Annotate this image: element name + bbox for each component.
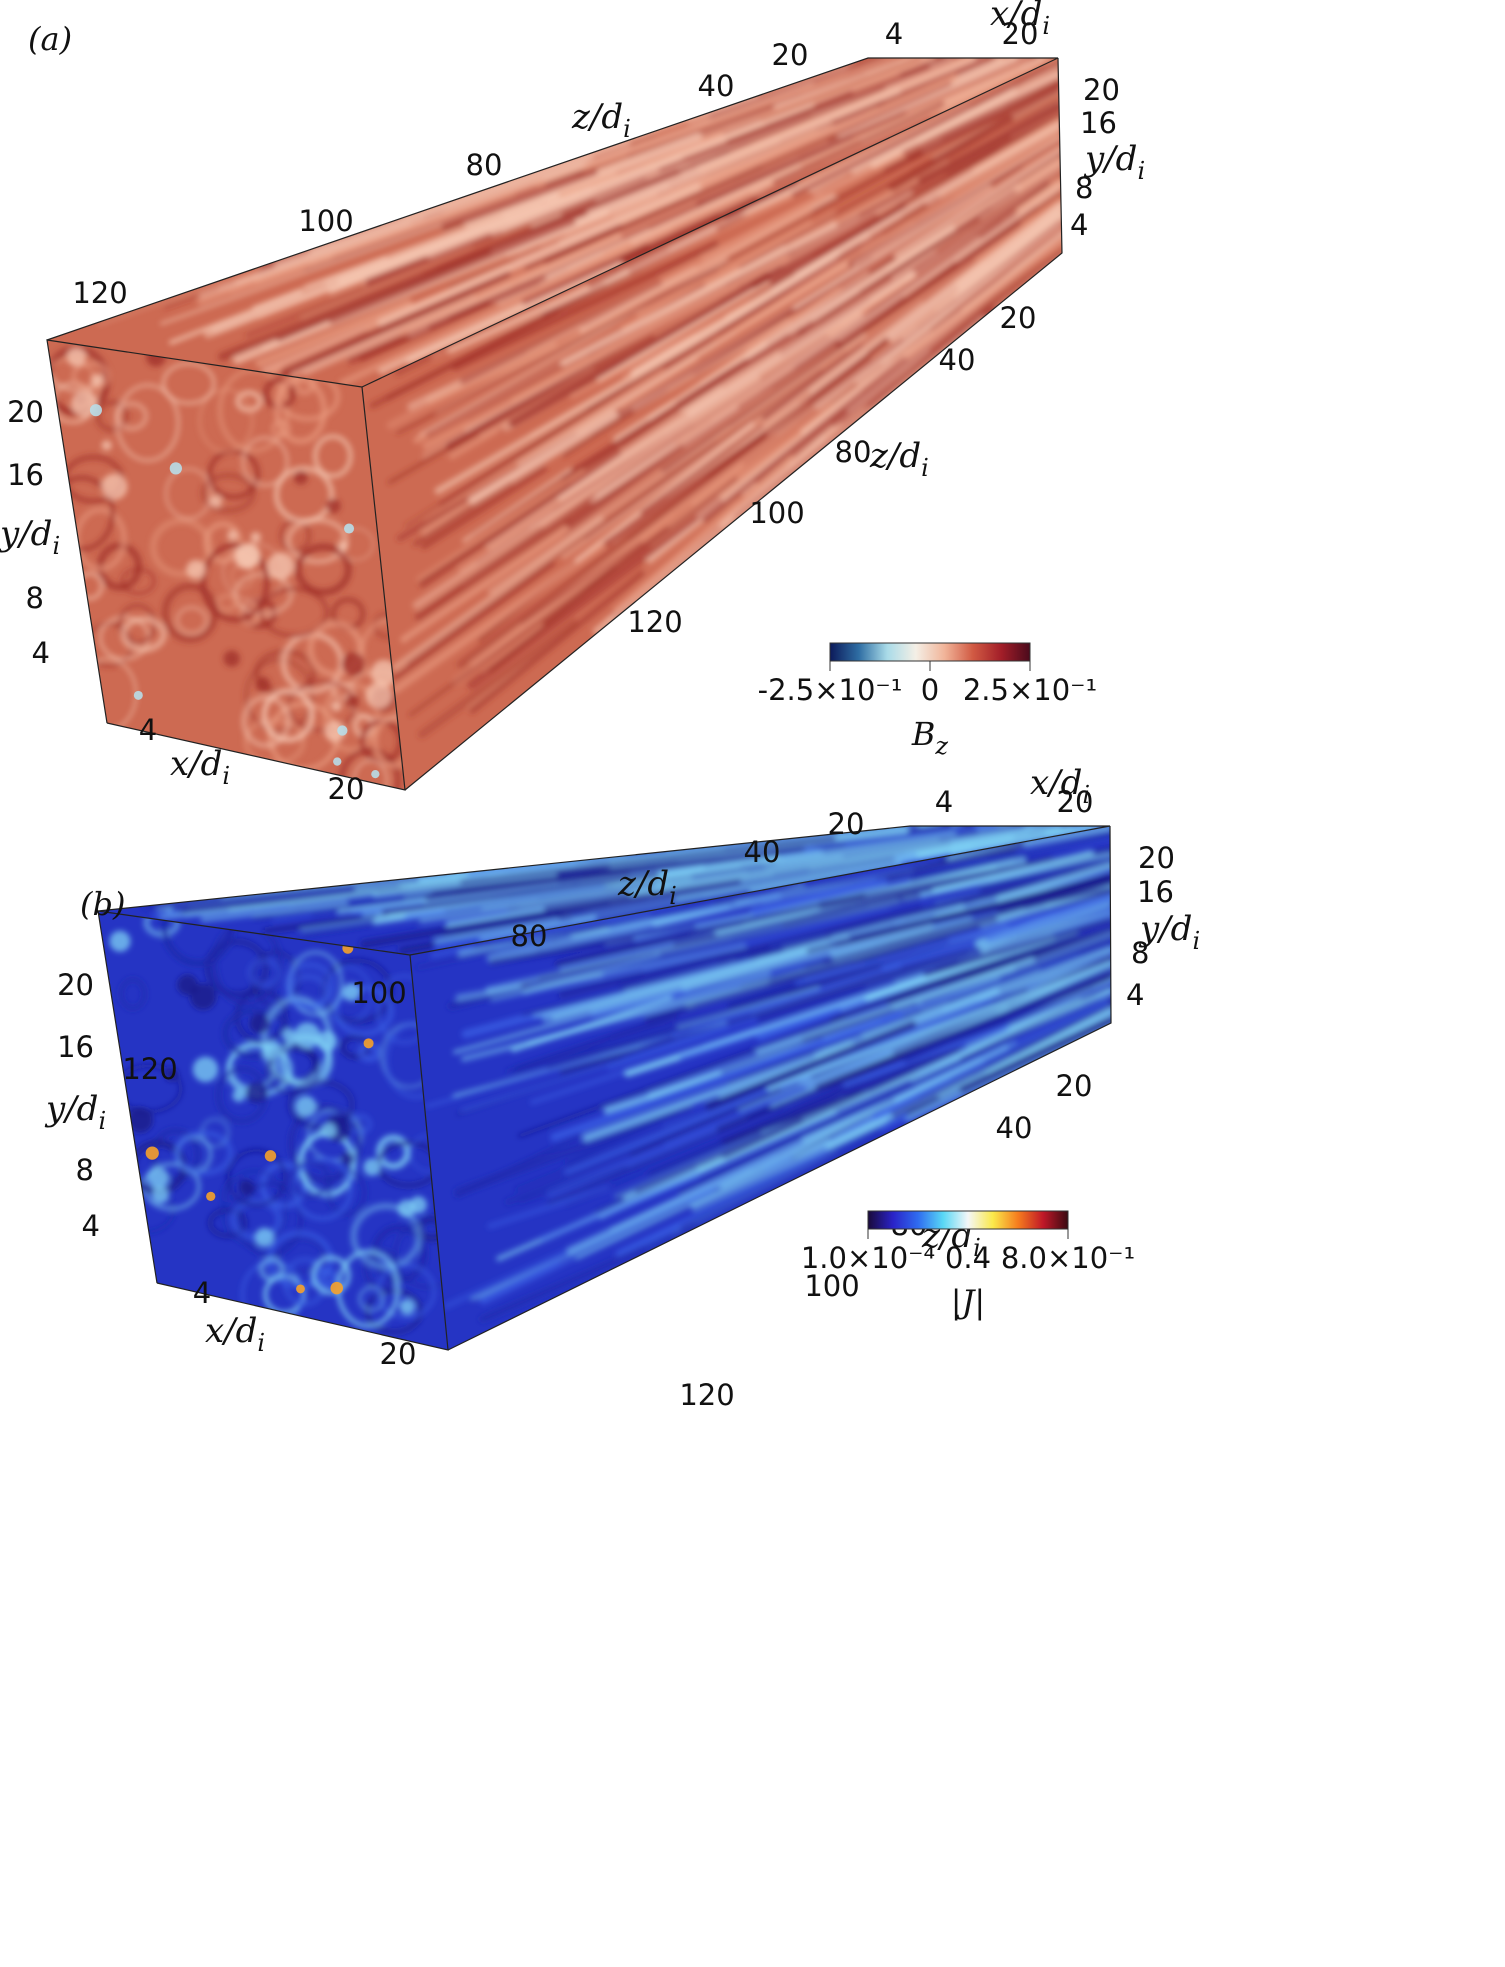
z-top-tick: 20 xyxy=(772,38,809,72)
z-top-axis-label: z/di xyxy=(617,864,677,910)
y-right-tick: 8 xyxy=(1131,936,1149,970)
z-side-tick: 40 xyxy=(996,1111,1033,1145)
z-top-tick: 80 xyxy=(466,148,503,182)
y-left-tick: 16 xyxy=(7,458,44,492)
y-right-tick: 20 xyxy=(1138,841,1175,875)
z-top-tick: 100 xyxy=(351,976,406,1010)
colorbar-tick-label: 0 xyxy=(921,673,939,707)
x-top-tick: 20 xyxy=(1002,17,1039,51)
x-bottom-tick: 20 xyxy=(380,1337,417,1371)
y-right-tick: 16 xyxy=(1137,875,1174,909)
front-face xyxy=(47,340,405,790)
panel-label: (a) xyxy=(28,20,72,58)
x-bottom-tick: 4 xyxy=(193,1276,211,1310)
x-bottom-axis-label: x/di xyxy=(170,744,230,790)
z-top-tick: 40 xyxy=(698,69,735,103)
colorbar-tick-label: 2.5×10⁻¹ xyxy=(963,673,1097,707)
x-top-axis-label: x/di xyxy=(990,0,1050,40)
front-face xyxy=(98,911,448,1350)
z-side-axis-label: z/di xyxy=(869,436,929,482)
z-top-tick: 100 xyxy=(298,204,353,238)
colorbar-title: |J| xyxy=(951,1283,985,1321)
panel-b: (b)2040801001204202016842040801001202016… xyxy=(44,763,1200,1412)
colorbar: -2.5×10⁻¹ 0 2.5×10⁻¹ Bz xyxy=(758,642,1097,760)
colorbar-title: Bz xyxy=(911,715,949,760)
z-top-tick: 120 xyxy=(72,276,127,310)
colorbar-tick-label: -2.5×10⁻¹ xyxy=(758,673,903,707)
colorbar-tick-label: 0.4 xyxy=(945,1241,991,1275)
y-right-tick: 8 xyxy=(1075,171,1093,205)
z-top-tick: 20 xyxy=(828,807,865,841)
x-top-tick: 4 xyxy=(935,785,953,819)
y-right-axis-label: y/di xyxy=(1138,909,1200,955)
x-bottom-tick: 4 xyxy=(139,713,157,747)
y-left-tick: 20 xyxy=(7,395,44,429)
colorbar-gradient xyxy=(867,1210,1069,1230)
y-right-tick: 20 xyxy=(1083,73,1120,107)
x-top-tick: 4 xyxy=(885,17,903,51)
y-right-tick: 16 xyxy=(1080,106,1117,140)
x-bottom-tick: 20 xyxy=(328,772,365,806)
y-left-tick: 4 xyxy=(82,1209,100,1243)
x-top-axis-label: x/di xyxy=(1030,763,1090,809)
z-side-tick: 120 xyxy=(679,1378,734,1412)
x-bottom-axis-label: x/di xyxy=(205,1311,265,1357)
y-left-tick: 20 xyxy=(57,968,94,1002)
z-side-tick: 80 xyxy=(835,435,872,469)
side-face xyxy=(410,826,1111,1350)
z-side-tick: 100 xyxy=(804,1269,859,1303)
z-top-tick: 40 xyxy=(744,835,781,869)
y-right-axis-label: y/di xyxy=(1083,139,1145,185)
x-top-tick: 20 xyxy=(1057,785,1094,819)
colorbar-tick-label: 8.0×10⁻¹ xyxy=(1001,1241,1135,1275)
colorbar-gradient xyxy=(829,642,1031,662)
panel-label: (b) xyxy=(80,885,125,923)
z-side-tick: 20 xyxy=(1056,1069,1093,1103)
z-top-tick: 80 xyxy=(511,919,548,953)
y-left-tick: 4 xyxy=(32,636,50,670)
y-left-tick: 8 xyxy=(26,581,44,615)
z-top-axis-label: z/di xyxy=(571,97,631,143)
y-right-tick: 4 xyxy=(1126,978,1144,1012)
y-left-tick: 8 xyxy=(76,1153,94,1187)
z-side-tick: 100 xyxy=(749,496,804,530)
z-top-tick: 120 xyxy=(122,1052,177,1086)
z-side-tick: 40 xyxy=(939,343,976,377)
y-left-axis-label: y/di xyxy=(0,514,60,560)
y-left-tick: 16 xyxy=(57,1030,94,1064)
colorbar-tick-label: 1.0×10⁻⁴ xyxy=(801,1241,935,1275)
y-right-tick: 4 xyxy=(1070,208,1088,242)
y-left-axis-label: y/di xyxy=(44,1089,106,1135)
top-face xyxy=(47,58,1058,387)
z-side-tick: 20 xyxy=(1000,301,1037,335)
colorbar: 1.0×10⁻⁴ 0.4 8.0×10⁻¹ |J| xyxy=(801,1210,1135,1321)
top-face xyxy=(98,826,1110,955)
z-side-tick: 120 xyxy=(627,605,682,639)
